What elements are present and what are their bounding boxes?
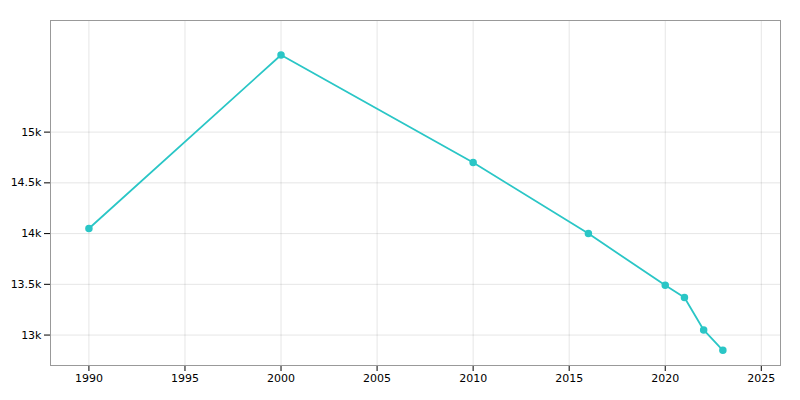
svg-text:13.5k: 13.5k: [11, 278, 42, 291]
svg-text:2005: 2005: [363, 372, 391, 385]
svg-text:13k: 13k: [21, 329, 42, 342]
svg-text:14k: 14k: [21, 227, 42, 240]
svg-text:2020: 2020: [651, 372, 679, 385]
svg-text:15k: 15k: [21, 126, 42, 139]
svg-text:14.5k: 14.5k: [11, 176, 42, 189]
svg-text:2000: 2000: [267, 372, 295, 385]
svg-text:2010: 2010: [459, 372, 487, 385]
svg-text:1995: 1995: [171, 372, 199, 385]
svg-text:2015: 2015: [555, 372, 583, 385]
svg-text:1990: 1990: [75, 372, 103, 385]
svg-text:2025: 2025: [747, 372, 775, 385]
